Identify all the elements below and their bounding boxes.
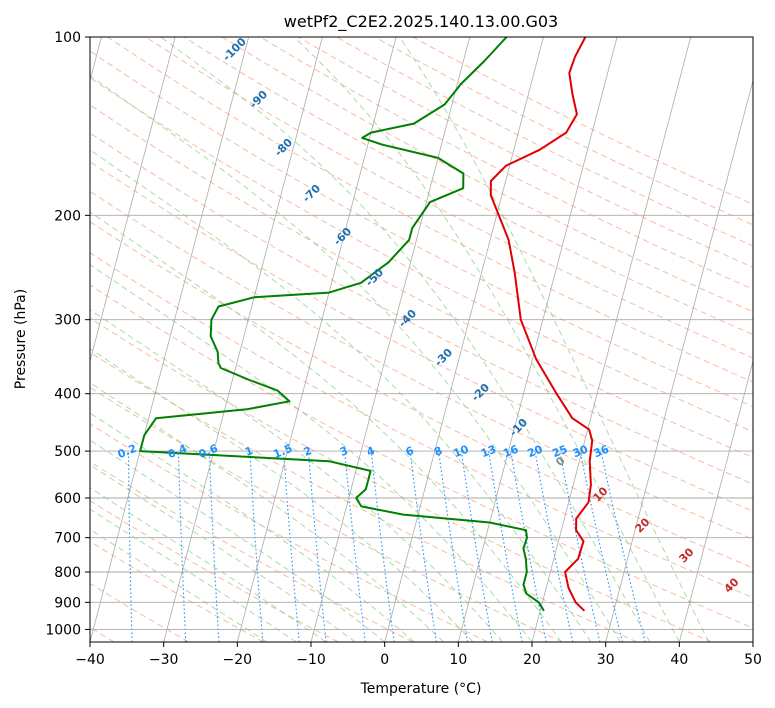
isotherm [531, 37, 692, 642]
mixing-ratio-label: 20 [526, 442, 545, 460]
isotherm [90, 37, 250, 642]
dewpoint-line [139, 37, 545, 612]
moist-adiabat [90, 487, 326, 642]
chart-title: wetPf2_C2E2.2025.140.13.00.G03 [284, 12, 558, 32]
mixing-ratio-label: 13 [479, 443, 498, 461]
x-tick-label: −30 [149, 652, 179, 668]
moist-adiabat [90, 309, 503, 642]
moist-adiabat [90, 75, 621, 642]
y-tick-label: 700 [54, 531, 81, 547]
dry-adiabat [260, 37, 753, 290]
mixing-ratio-label: 30 [571, 442, 590, 460]
mixing-ratio-line [81, 451, 82, 642]
moist-adiabat [90, 149, 592, 642]
x-tick-label: −40 [75, 652, 105, 668]
dry-adiabat [90, 221, 753, 569]
moist-adiabat [90, 439, 385, 642]
y-tick-label: 1000 [45, 622, 81, 638]
dry-adiabat [90, 461, 414, 642]
moist-adiabat [293, 37, 680, 642]
x-tick-label: 30 [597, 652, 615, 668]
y-axis-title: Pressure (hPa) [13, 289, 29, 389]
dry-adiabat [90, 284, 753, 629]
isotherm [163, 37, 323, 642]
isotherm [678, 359, 753, 642]
mixing-ratio-line [510, 451, 547, 642]
mixing-ratio-label: 8 [432, 444, 444, 459]
moist-adiabat [399, 37, 710, 642]
mixing-ratio-line [534, 451, 574, 642]
profiles [139, 37, 594, 612]
x-tick-label: 0 [380, 652, 389, 668]
isotherm [236, 37, 397, 642]
temperature-line [489, 37, 594, 612]
x-tick-label: 10 [449, 652, 467, 668]
y-tick-label: 600 [54, 491, 81, 507]
plot-frame [89, 36, 754, 643]
mixing-ratio-label: 25 [550, 443, 569, 461]
dry-adiabat [145, 37, 753, 359]
mixing-ratio-line [438, 451, 469, 642]
mixing-ratio-label: 3 [338, 444, 350, 459]
dry-adiabat [221, 37, 753, 313]
isotherm [384, 37, 544, 642]
y-tick-label: 900 [54, 595, 81, 611]
dry-adiabat [298, 37, 753, 268]
moist-adiabat [90, 412, 415, 642]
y-tick-label: 800 [54, 565, 81, 581]
mixing-ratio-line [559, 450, 601, 642]
mixing-ratio-label: 36 [592, 442, 611, 460]
mixing-ratio-label: 2 [302, 444, 314, 459]
mixing-ratio-line [579, 450, 623, 642]
y-tick-label: 500 [54, 444, 81, 460]
y-tick-label: 300 [54, 313, 81, 329]
dry-adiabat [90, 317, 712, 642]
moist-adiabat [90, 211, 562, 642]
moist-adiabat [90, 382, 444, 642]
moist-adiabat [160, 37, 651, 642]
dry-adiabat [336, 37, 753, 247]
isotherm [90, 37, 176, 363]
y-tick-label: 200 [54, 208, 81, 224]
dry-adiabat [374, 37, 753, 226]
isotherm [310, 37, 471, 642]
isotherm [457, 37, 618, 642]
x-tick-label: 20 [523, 652, 541, 668]
mixing-ratio-label: 1 [243, 444, 255, 459]
x-axis-title: Temperature (°C) [360, 681, 482, 697]
dry-adiabat [90, 252, 753, 599]
dry-adiabat [412, 37, 753, 205]
moist-adiabat [90, 464, 356, 642]
mixing-ratio-line [409, 451, 437, 642]
x-tick-label: 40 [670, 652, 688, 668]
x-tick-label: −10 [296, 652, 326, 668]
dry-adiabat [107, 37, 753, 383]
dry-adiabat [183, 37, 753, 336]
mixing-ratio-label: 10 [452, 442, 471, 460]
x-tick-label: −20 [223, 652, 253, 668]
x-tick-label: 50 [744, 652, 762, 668]
mixing-ratio-line [370, 451, 395, 642]
isotherm [752, 640, 753, 642]
mixing-ratio-label: 16 [501, 442, 520, 460]
axes: −40 −30 −20 −10 0 10 20 30 40 50 100 200 300 400 500 60… [45, 30, 762, 668]
isotherm [605, 78, 753, 642]
y-tick-label: 400 [54, 387, 81, 403]
mixing-ratio-line [344, 451, 366, 642]
mixing-ratio-line [283, 451, 300, 642]
y-tick-label: 100 [54, 30, 81, 46]
moist-adiabat [90, 264, 533, 642]
background-lines [81, 37, 753, 642]
mixing-ratio-line [307, 451, 327, 642]
